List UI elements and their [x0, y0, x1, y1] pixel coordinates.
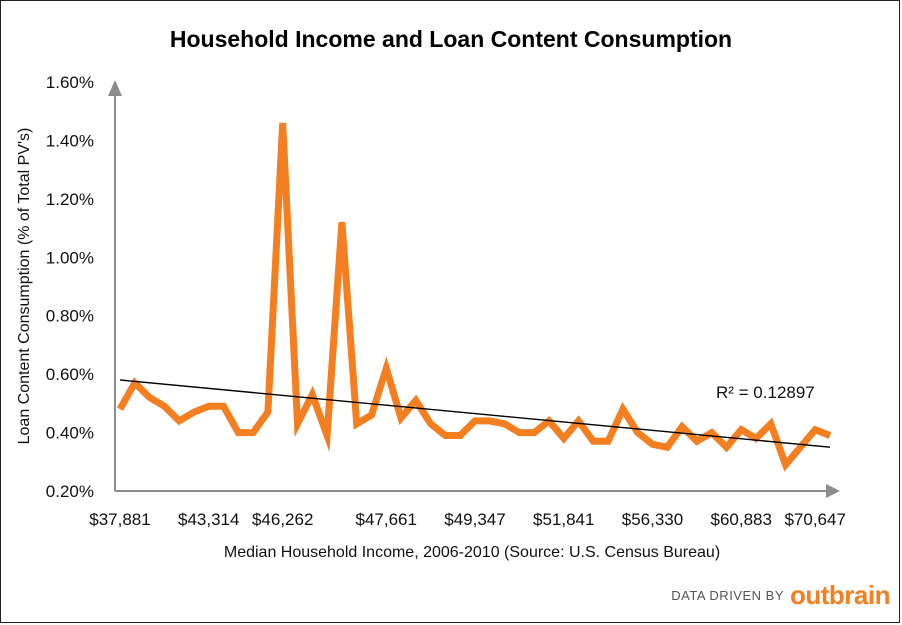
- axes: [108, 80, 840, 498]
- y-tick-label: 1.20%: [46, 190, 94, 209]
- y-axis-title: Loan Content Consumption (% of Total PV'…: [16, 128, 33, 445]
- trend-layer: [119, 379, 831, 448]
- x-tick-label: $70,647: [784, 510, 845, 529]
- x-tick-label: $51,841: [533, 510, 594, 529]
- x-tick-label: $37,881: [89, 510, 150, 529]
- outbrain-logo: outbrain: [790, 580, 891, 610]
- y-axis-arrow: [108, 80, 122, 96]
- x-axis-title: Median Household Income, 2006-2010 (Sour…: [224, 544, 720, 561]
- brand-footer: DATA DRIVEN BY outbrain: [671, 580, 890, 611]
- brand-prefix: DATA DRIVEN BY: [671, 588, 784, 603]
- x-tick-label: $60,883: [711, 510, 772, 529]
- series-line: [116, 122, 832, 472]
- y-tick-label: 0.40%: [46, 424, 94, 443]
- x-tick-label: $43,314: [178, 510, 239, 529]
- chart-title: Household Income and Loan Content Consum…: [169, 26, 733, 52]
- r-squared-annotation: R² = 0.12897: [716, 383, 815, 402]
- y-tick-label: 1.00%: [46, 248, 94, 267]
- x-axis-arrow: [826, 484, 840, 498]
- x-tick-label: $56,330: [622, 510, 683, 529]
- x-tick-label: $47,661: [356, 510, 417, 529]
- x-tick-label: $49,347: [444, 510, 505, 529]
- y-tick-label: 1.60%: [46, 73, 94, 92]
- trendline: [119, 379, 831, 448]
- x-axis-ticks: $37,881 $43,314 $46,262 $47,661 $49,347 $51,8…: [89, 510, 846, 529]
- y-tick-label: 1.40%: [46, 131, 94, 150]
- y-tick-label: 0.20%: [46, 482, 94, 501]
- y-tick-label: 0.60%: [46, 365, 94, 384]
- y-tick-label: 0.80%: [46, 307, 94, 326]
- y-axis-ticks: 0.20% 0.40% 0.60% 0.80% 1.00% 1.20% 1.40% 1.60%: [46, 73, 94, 501]
- series-layer: [116, 122, 832, 472]
- x-tick-label: $46,262: [252, 510, 313, 529]
